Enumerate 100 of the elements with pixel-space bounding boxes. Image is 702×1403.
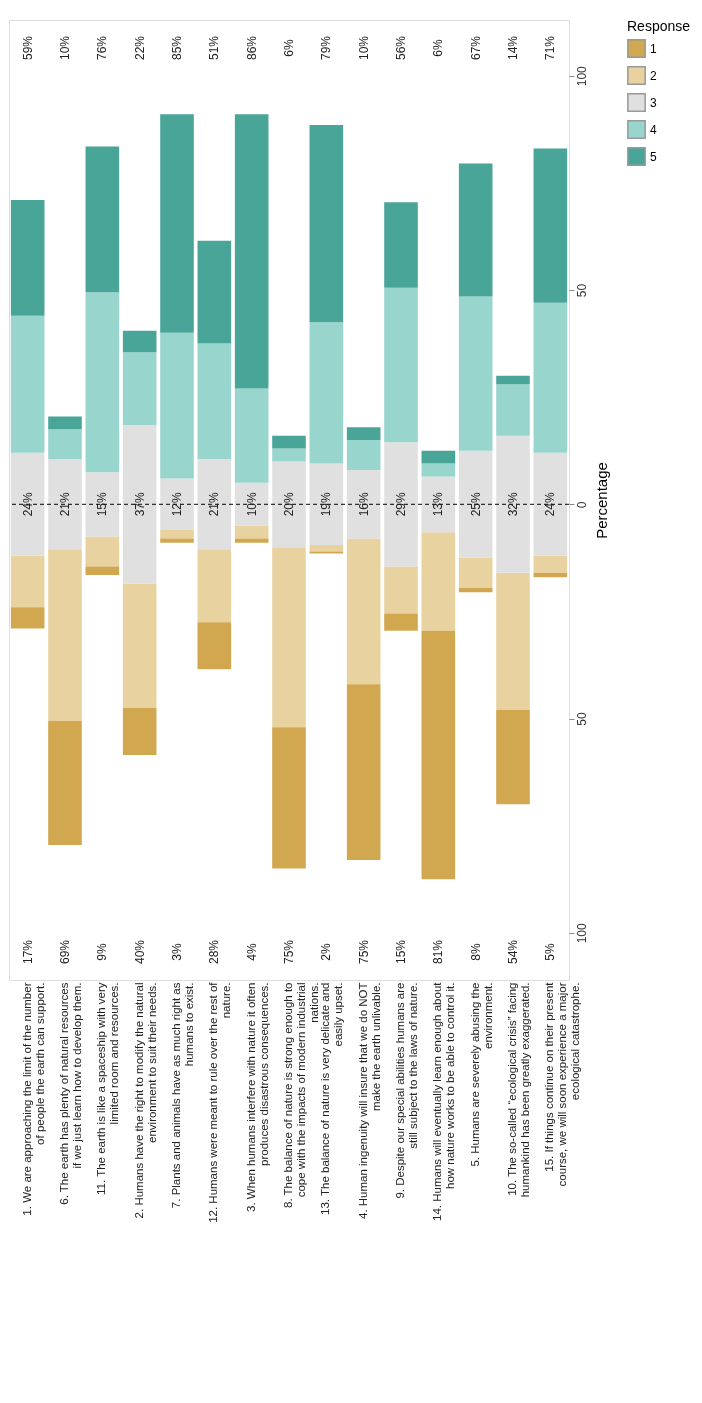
- annotation: 6%: [282, 39, 296, 57]
- annotation: 81%: [431, 939, 446, 965]
- bar: [48, 416, 82, 430]
- annotation: 37%: [132, 491, 147, 517]
- annotation: 86%: [244, 35, 259, 61]
- x-tick-label: 4. Human ingenuity will insure that we do NOT make the earth unlivable.: [356, 982, 382, 1219]
- bar: [272, 547, 306, 728]
- y-tick-label: 100: [574, 65, 589, 87]
- bar: [122, 330, 157, 353]
- legend-label: 4: [650, 122, 657, 137]
- bar: [10, 315, 45, 453]
- bar: [309, 551, 344, 554]
- annotation: 19%: [319, 491, 334, 517]
- bar: [272, 727, 306, 869]
- bar: [197, 622, 232, 670]
- bar: [122, 707, 157, 755]
- y-axis-title: Percentage: [592, 462, 610, 539]
- bar: [496, 375, 530, 385]
- annotation: 85%: [170, 35, 184, 61]
- bar: [234, 388, 269, 483]
- x-tick-label: 12. Humans were meant to rule over the rest of nature.: [207, 981, 233, 1223]
- bar: [421, 532, 456, 631]
- bar: [533, 148, 568, 303]
- annotation: 71%: [543, 35, 558, 61]
- bar: [10, 607, 45, 629]
- x-tick-label: 11. The earth is like a spaceship with very limited room and resources.: [95, 982, 121, 1195]
- bar: [384, 566, 418, 614]
- annotation: 10%: [244, 491, 259, 517]
- x-tick-label: 14. Humans will eventually learn enough about how nature works to be able to control it.: [431, 981, 457, 1221]
- bar: [384, 202, 418, 288]
- annotation: 32%: [506, 491, 520, 517]
- bar: [197, 240, 232, 344]
- bar: [421, 630, 456, 880]
- annotation: 8%: [468, 943, 483, 961]
- annotation: 24%: [20, 491, 35, 517]
- annotation: 20%: [282, 491, 296, 517]
- legend-label: 2: [650, 68, 657, 83]
- annotation: 17%: [20, 939, 35, 965]
- annotation: 4%: [244, 943, 259, 961]
- bar: [10, 555, 45, 608]
- bar: [272, 435, 306, 449]
- annotation: 10%: [356, 35, 371, 61]
- annotation: 79%: [319, 35, 334, 61]
- x-tick-label: 2. Humans have the right to modify the natural environment to suit their needs.: [132, 982, 158, 1219]
- bar: [272, 448, 306, 462]
- bar: [346, 427, 381, 440]
- bar: [458, 587, 493, 593]
- annotation: 22%: [132, 35, 147, 61]
- y-tick-label: 100: [574, 923, 589, 944]
- bar: [496, 384, 530, 436]
- bar: [496, 710, 530, 805]
- bar: [85, 292, 120, 473]
- bar: [197, 343, 232, 460]
- annotation: 75%: [356, 939, 371, 965]
- x-tick-label: 1. We are approaching the limit of the number of people the earth can support.: [20, 982, 46, 1216]
- bar: [197, 549, 232, 623]
- legend-label: 3: [650, 95, 657, 110]
- annotation: 3%: [170, 943, 184, 961]
- bar: [160, 114, 194, 333]
- bar: [234, 538, 269, 543]
- annotation: 13%: [431, 491, 446, 517]
- bar: [458, 557, 493, 588]
- y-tick-label: 50: [574, 283, 589, 298]
- bar: [85, 146, 120, 293]
- bar: [48, 429, 82, 460]
- bar: [48, 720, 82, 845]
- annotation: 25%: [468, 491, 483, 517]
- bar: [533, 302, 568, 453]
- annotation: 9%: [95, 943, 110, 961]
- bar: [346, 440, 381, 470]
- annotation: 40%: [132, 939, 147, 965]
- bar: [160, 332, 194, 479]
- bar: [346, 684, 381, 860]
- annotation: 67%: [468, 35, 483, 61]
- bar: [10, 200, 45, 316]
- bar: [421, 450, 456, 464]
- bar: [234, 114, 269, 389]
- x-tick-label: 6. The earth has plenty of natural resources if we just learn how to develop them.: [58, 982, 83, 1205]
- annotation: 14%: [506, 35, 520, 61]
- bar: [533, 555, 568, 573]
- bar: [496, 572, 530, 710]
- x-tick-label: 8. The balance of nature is strong enough to cope with the impacts of modern industrial nations.: [282, 982, 320, 1208]
- bar: [85, 566, 120, 575]
- annotation: 10%: [58, 35, 72, 61]
- annotation: 28%: [207, 939, 222, 965]
- bar: [346, 538, 381, 685]
- annotation: 5%: [543, 943, 558, 961]
- annotation: 21%: [207, 491, 222, 517]
- annotation: 75%: [282, 939, 296, 965]
- legend-title: Response: [627, 18, 691, 34]
- annotation: 56%: [394, 35, 408, 61]
- bar: [309, 125, 344, 323]
- bar: [309, 545, 344, 552]
- annotation: 69%: [58, 939, 72, 965]
- y-tick-label: 0: [574, 501, 589, 509]
- annotation: 12%: [170, 491, 184, 517]
- annotation: 59%: [20, 35, 35, 61]
- legend-label: 1: [650, 41, 657, 56]
- y-tick-label: 50: [574, 712, 589, 726]
- x-tick-label: 9. Despite our special abilities humans are still subject to the laws of nature.: [394, 982, 419, 1199]
